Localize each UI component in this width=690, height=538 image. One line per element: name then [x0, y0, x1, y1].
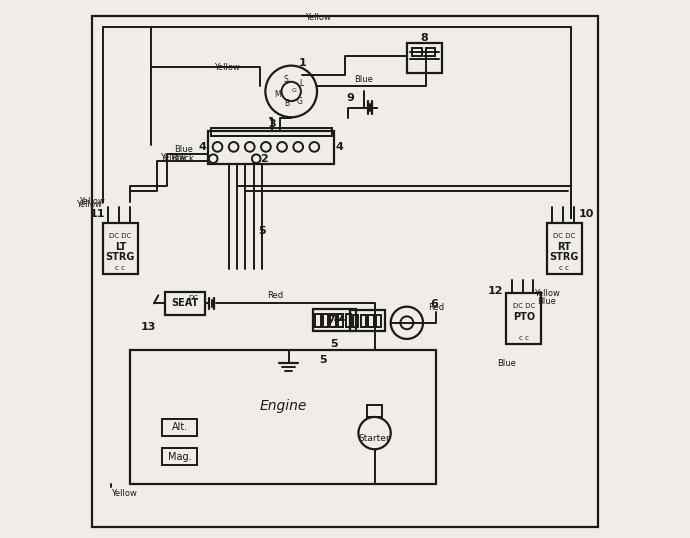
- Text: L: L: [299, 79, 303, 88]
- Text: Yellow: Yellow: [79, 197, 105, 206]
- Text: S: S: [284, 75, 288, 84]
- Text: Mag.: Mag.: [168, 452, 192, 462]
- Text: 10: 10: [578, 209, 593, 218]
- Text: Red: Red: [267, 291, 283, 300]
- Text: Yellow: Yellow: [77, 200, 102, 209]
- Text: LT: LT: [115, 243, 126, 252]
- Text: G: G: [296, 97, 302, 105]
- Text: DC DC: DC DC: [513, 302, 535, 309]
- Text: PTO: PTO: [513, 313, 535, 322]
- Text: Yellow: Yellow: [214, 63, 239, 72]
- Text: Engine: Engine: [259, 399, 307, 413]
- Text: 5: 5: [319, 356, 327, 365]
- Text: Blue: Blue: [538, 297, 556, 306]
- Text: c c: c c: [519, 335, 529, 341]
- Text: Blue: Blue: [174, 145, 193, 154]
- Text: c c: c c: [115, 265, 126, 271]
- Text: 3: 3: [268, 119, 276, 129]
- Text: 4: 4: [199, 142, 206, 152]
- Text: Yellow: Yellow: [534, 289, 560, 298]
- Text: B: B: [284, 99, 290, 108]
- Text: 9: 9: [346, 93, 355, 103]
- Text: Alt.: Alt.: [172, 422, 188, 432]
- Text: Black: Black: [172, 154, 195, 163]
- Text: Blue: Blue: [497, 359, 516, 367]
- Text: RT: RT: [558, 243, 571, 252]
- Text: 2: 2: [260, 154, 268, 164]
- Text: STRG: STRG: [549, 252, 579, 262]
- Text: DC DC: DC DC: [553, 232, 575, 239]
- Text: 13: 13: [141, 322, 157, 331]
- Text: M: M: [275, 90, 281, 98]
- Text: Starter: Starter: [359, 434, 391, 443]
- Text: 7: 7: [328, 315, 335, 325]
- Text: 4: 4: [335, 142, 344, 152]
- Text: 12: 12: [488, 286, 504, 295]
- Text: SEAT: SEAT: [171, 299, 199, 308]
- Text: 11: 11: [90, 209, 106, 218]
- Text: Red: Red: [428, 303, 444, 312]
- Text: DC: DC: [188, 294, 198, 301]
- Text: 5: 5: [331, 339, 338, 349]
- Text: c c: c c: [559, 265, 569, 271]
- Text: Yellow: Yellow: [160, 153, 186, 161]
- Text: Blue: Blue: [355, 75, 373, 84]
- Text: DC DC: DC DC: [109, 232, 132, 239]
- Text: 1: 1: [299, 59, 307, 68]
- Text: G: G: [291, 88, 296, 93]
- Text: Yellow: Yellow: [112, 490, 137, 498]
- Text: 6: 6: [430, 299, 437, 309]
- Text: STRG: STRG: [106, 252, 135, 262]
- Text: 8: 8: [420, 33, 428, 43]
- Text: Yellow: Yellow: [305, 13, 331, 22]
- Text: 5: 5: [258, 226, 266, 236]
